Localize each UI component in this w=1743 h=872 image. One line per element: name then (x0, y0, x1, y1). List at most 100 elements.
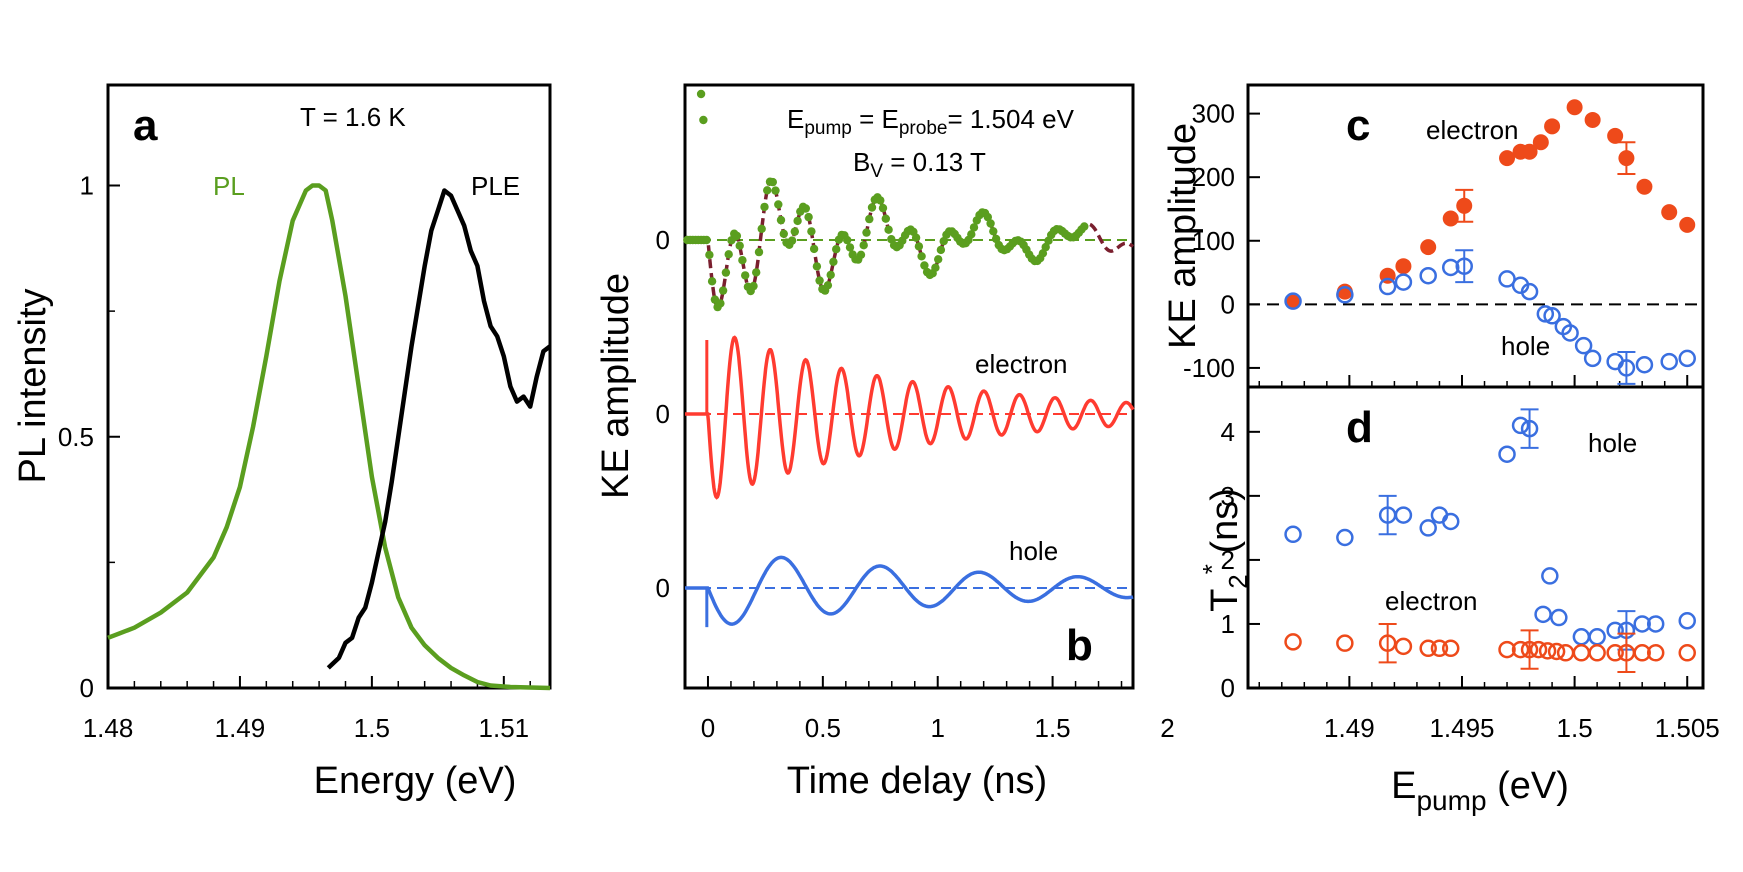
panel-b-data-point (774, 200, 783, 209)
panel-c-point-hole (1617, 359, 1636, 377)
panel-d-marks (1284, 408, 1696, 673)
panel-b-data-point (760, 202, 769, 212)
panel-c-point-hole (1284, 292, 1302, 310)
panel-d-point-electron (1606, 644, 1624, 662)
panel-b-data-point (920, 261, 929, 270)
panel-b-data-point (776, 215, 786, 225)
panel-c-point-hole (1419, 266, 1437, 285)
panel-d-point-electron (1547, 642, 1566, 661)
panel-a-series-pl (107, 183, 551, 691)
panel-c-point-hole (1394, 273, 1413, 291)
panel-c-ticks: -100 0 100 200 300 (1183, 99, 1689, 387)
panel-b-data-point (768, 177, 777, 187)
panel-c-point-hole (1378, 277, 1397, 296)
panel-c-letter: c (1346, 101, 1370, 150)
panel-c-ytick-label: 300 (1192, 99, 1235, 129)
panel-b-data-point (790, 227, 799, 236)
panel-a-letter: a (133, 101, 158, 150)
panel-d-electron-label: electron (1385, 586, 1478, 616)
panel-a-xlabel: Energy (eV) (314, 760, 517, 802)
panel-c-point-hole (1660, 352, 1678, 371)
panel-d-ytick-label: 1 (1221, 609, 1235, 639)
panel-c-point-electron (1420, 239, 1437, 256)
panel-b-data-point (718, 286, 728, 295)
panel-d-point-electron (1588, 644, 1606, 662)
panel-d-point-electron (1678, 644, 1696, 662)
panel-c-point-electron (1285, 293, 1302, 310)
panel-d-point-hole (1541, 567, 1559, 585)
panel-b-data-point (732, 231, 742, 241)
panel-b-frame (683, 83, 1135, 690)
panel-d-ytick-label: 0 (1221, 673, 1235, 703)
panel-d-point-hole (1430, 506, 1449, 524)
panel-b-data-point (826, 270, 835, 280)
panel-d-xtick-label: 1.5 (1557, 713, 1593, 743)
panel-b-data-point (917, 252, 926, 261)
panel-b-data-point (914, 242, 924, 251)
panel-c-ytick-label: 200 (1192, 162, 1235, 192)
panel-d-point-electron (1572, 644, 1591, 662)
panel-c-point-electron (1636, 178, 1653, 195)
panel-c-point-electron (1679, 216, 1696, 233)
panel-b-xtick-label: 2 (1160, 713, 1174, 743)
panel-c-ylabel: KE amplitude (1162, 123, 1204, 349)
panel-c-point-electron (1618, 150, 1635, 167)
panel-b-data-point (862, 228, 871, 237)
panel-c-point-hole (1678, 349, 1696, 368)
panel-b-data-point (801, 204, 810, 213)
panel-b-curves (683, 89, 1135, 628)
panel-d-point-hole (1419, 519, 1437, 537)
panel-b-electron-trace (685, 335, 1135, 500)
panel-d-point-electron (1529, 640, 1548, 659)
panel-b-ytick-label: 0 (656, 399, 670, 429)
panel-d: 1.49 1.495 1.5 1.505 0 1 2 3 4 d hole electron E… (1197, 385, 1720, 816)
panel-b-data-point (705, 250, 714, 260)
panel-b-data-point (878, 203, 888, 213)
panel-b-data-point (1080, 222, 1089, 231)
panel-b-data-point (752, 268, 761, 277)
panel-b-data-point (856, 250, 866, 259)
magnetic-field-label: BV = 0.13 T (853, 147, 986, 182)
panel-d-point-hole (1550, 608, 1568, 627)
panel-c-point-electron (1584, 111, 1601, 128)
panel-d-point-electron (1419, 639, 1437, 658)
panel-b-data-point (876, 196, 885, 205)
panel-c-point-hole (1574, 336, 1593, 355)
panel-d-point-hole (1646, 615, 1665, 633)
panel-c-point-hole (1455, 257, 1473, 275)
ple-label: PLE (471, 171, 520, 201)
panel-b-data-point (754, 247, 764, 257)
panel-c-point-electron (1566, 99, 1583, 116)
panel-b-data-point (859, 241, 868, 250)
panel-b-letter: b (1066, 621, 1093, 670)
panel-c-point-electron (1456, 197, 1473, 214)
panel-d-point-electron (1378, 634, 1397, 652)
panel-b-data-point (939, 237, 948, 246)
panel-b-data-point (911, 233, 921, 242)
panel-b-xtick-label: 1 (930, 713, 944, 743)
panel-d-point-electron (1520, 640, 1539, 659)
panel-b-xlabel: Time delay (ns) (787, 760, 1047, 802)
panel-b-data-point (865, 214, 874, 224)
panel-c-ytick-label: 100 (1192, 226, 1235, 256)
panel-b-data-point (812, 262, 822, 271)
panel-d-point-hole (1498, 445, 1516, 463)
panel-b-data-point (931, 263, 940, 272)
panel-d-point-electron (1633, 644, 1651, 662)
panel-b-data-point (934, 255, 943, 264)
panel-d-point-hole (1606, 621, 1624, 640)
panel-c-point-electron (1442, 210, 1459, 227)
panel-b-data-point (967, 230, 976, 239)
panel-b-data-point (749, 281, 758, 291)
panel-c-point-hole (1520, 282, 1539, 301)
panel-b-data-point (699, 115, 708, 125)
panel-a-ytick-label: 1 (80, 171, 94, 201)
panel-b-data-point (707, 277, 717, 286)
panel-c-ytick-label: -100 (1183, 353, 1235, 383)
panel-a-xtick-label: 1.5 (354, 713, 390, 743)
panel-b-ytick-label: 0 (656, 573, 670, 603)
panel-b-data-point (721, 268, 731, 277)
panel-b-data-point (1041, 242, 1050, 252)
